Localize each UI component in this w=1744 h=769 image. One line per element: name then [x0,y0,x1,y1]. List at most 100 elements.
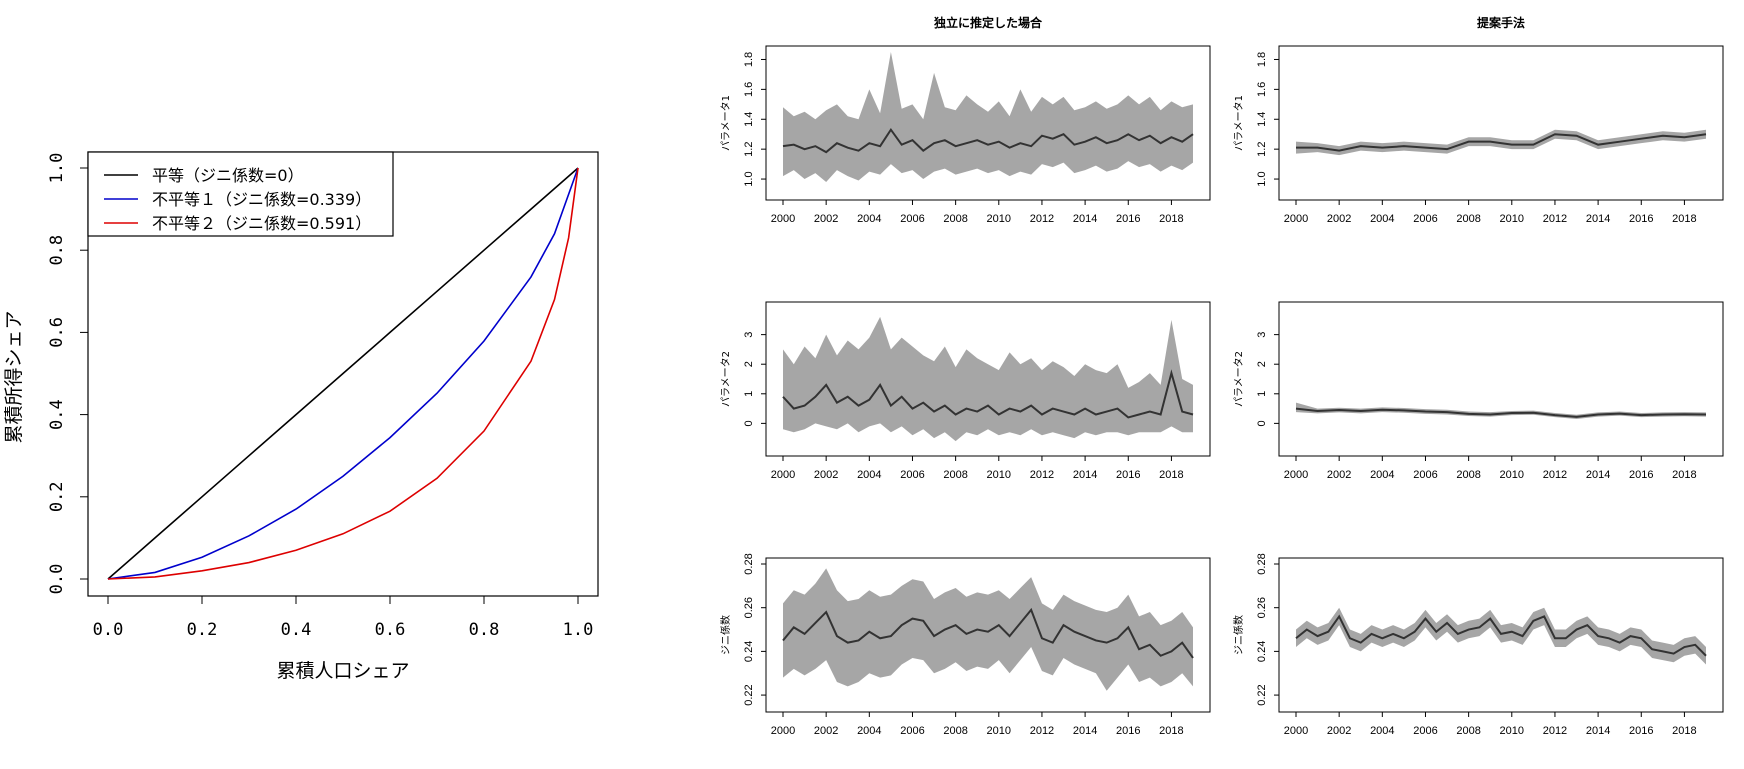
x-tick-label: 2008 [943,725,967,737]
y-tick-label: 0 [743,420,755,426]
y-axis-label: パラメータ1 [1233,95,1245,151]
x-tick-label: 0.0 [93,620,124,640]
x-tick-label: 2000 [1284,725,1308,737]
y-tick-label: 1.2 [1256,142,1268,157]
credible-band [783,316,1193,442]
y-tick-label: 0.0 [47,564,67,595]
x-tick-label: 2008 [943,469,967,481]
x-tick-label: 2014 [1586,469,1610,481]
x-tick-label: 2006 [900,213,924,225]
x-tick-label: 2002 [814,725,838,737]
x-tick-label: 2004 [1370,213,1394,225]
x-tick-label: 2012 [1543,725,1567,737]
x-tick-label: 2000 [771,469,795,481]
x-tick-label: 2004 [1370,725,1394,737]
y-tick-label: 3 [1256,332,1268,338]
y-tick-label: 0.26 [743,597,755,618]
x-tick-label: 2010 [1500,469,1524,481]
legend-label-1: 不平等１（ジニ係数=0.339） [152,190,371,209]
panel-title: 提案手法 [1477,15,1525,30]
x-tick-label: 2014 [1586,213,1610,225]
y-axis-label: パラメータ2 [1233,351,1245,407]
x-tick-label: 2006 [900,469,924,481]
x-tick-label: 2014 [1073,469,1097,481]
x-tick-label: 2010 [987,213,1011,225]
credible-band [1296,607,1706,665]
y-tick-label: 0.4 [47,399,67,430]
x-tick-label: 2012 [1543,469,1567,481]
x-tick-label: 2016 [1629,213,1653,225]
y-tick-label: 0.28 [743,553,755,574]
y-tick-label: 0.26 [1256,597,1268,618]
x-tick-label: 2004 [857,725,881,737]
y-tick-label: 1.0 [47,153,67,184]
y-tick-label: 1.6 [1256,82,1268,97]
x-tick-label: 2008 [1456,725,1480,737]
panel-frame [1278,45,1724,201]
x-tick-label: 2000 [771,725,795,737]
y-axis-label: ジニ係数 [719,615,732,655]
credible-band [783,568,1193,691]
x-tick-label: 2004 [1370,469,1394,481]
x-tick-label: 0.8 [469,620,500,640]
x-tick-label: 2016 [1629,725,1653,737]
x-tick-label: 2002 [814,213,838,225]
x-tick-label: 2018 [1672,469,1696,481]
y-tick-label: 1.0 [743,171,755,186]
mean-line [1295,614,1707,657]
x-tick-label: 2018 [1672,725,1696,737]
y-tick-label: 0.8 [47,235,67,266]
y-tick-label: 0 [1256,420,1268,426]
y-tick-label: 3 [743,332,755,338]
y-tick-label: 2 [743,361,755,367]
x-tick-label: 2000 [1284,469,1308,481]
panel-title: 独立に推定した場合 [933,15,1043,30]
x-tick-label: 2016 [1116,213,1140,225]
y-axis-label: パラメータ2 [720,351,732,407]
x-tick-label: 2002 [1327,725,1351,737]
panel-frame [765,557,1211,713]
panel-6: 2000 2002 2004 2006 2008 2010 2012 2014 2016 2018… [1232,553,1724,737]
x-tick-label: 2006 [900,725,924,737]
y-tick-label: 1 [1256,391,1268,397]
x-tick-label: 2010 [1500,213,1524,225]
panel-2: 提案手法 2000 2002 2004 2006 2008 2010 2012 2014 2016… [1233,15,1724,225]
x-tick-label: 2002 [1327,213,1351,225]
panel-frame [765,301,1211,457]
x-tick-label: 1.0 [563,620,594,640]
y-tick-label: 0.24 [743,641,755,662]
x-tick-label: 2008 [943,213,967,225]
x-tick-label: 2018 [1159,469,1183,481]
x-tick-label: 2014 [1073,725,1097,737]
x-tick-label: 2018 [1672,213,1696,225]
x-tick-label: 2006 [1413,213,1437,225]
panel-frame [765,45,1211,201]
y-axis-label: ジニ係数 [1232,615,1245,655]
x-tick-label: 0.2 [187,620,218,640]
y-tick-label: 1.8 [1256,52,1268,67]
mean-line [782,127,1194,154]
y-tick-label: 1.4 [1256,112,1268,127]
x-tick-label: 2014 [1586,725,1610,737]
x-tick-label: 2016 [1116,725,1140,737]
panel-3: 2000 2002 2004 2006 2008 2010 2012 2014 2016 2018… [720,301,1211,481]
x-tick-label: 2010 [987,469,1011,481]
x-tick-label: 2010 [1500,725,1524,737]
x-tick-label: 2000 [1284,213,1308,225]
mean-line [1295,407,1707,418]
lorenz-series-line-2 [107,167,579,580]
x-tick-label: 2000 [771,213,795,225]
mean-line [782,607,1194,659]
x-tick-label: 2012 [1030,469,1054,481]
legend-label-0: 平等（ジニ係数=0） [152,166,304,185]
x-tick-label: 2008 [1456,213,1480,225]
x-tick-label: 2004 [857,469,881,481]
mean-line [782,369,1194,419]
x-tick-label: 2004 [857,213,881,225]
panel-1: 独立に推定した場合 2000 2002 2004 2006 2008 2010 2012 201… [720,15,1211,225]
y-axis-label: 累積所得シェア [3,310,25,443]
x-tick-label: 2012 [1030,725,1054,737]
y-tick-label: 1.8 [743,52,755,67]
y-tick-label: 1.6 [743,82,755,97]
